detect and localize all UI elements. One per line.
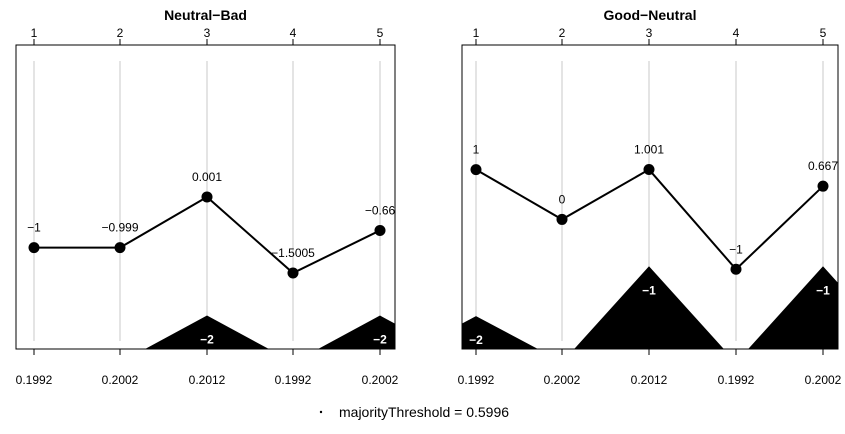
top-tick-label: 2 (117, 26, 124, 40)
panel-good-neutral: Good−Neutral −2 −1 −1 1 0 1.001 −1 0.667 1 2 3 4 5 0.1… (0, 7, 845, 387)
value-label: 0 (559, 192, 566, 206)
mountain-label: −2 (373, 333, 387, 347)
data-point (818, 181, 829, 192)
top-tick-label: 5 (377, 26, 384, 40)
top-tick-label: 5 (820, 26, 827, 40)
data-point (288, 268, 299, 279)
data-point (115, 242, 126, 253)
data-point (202, 191, 213, 202)
bottom-tick-label: 0.2002 (102, 373, 139, 387)
bottom-tick-label: 0.1992 (718, 373, 755, 387)
data-point (644, 164, 655, 175)
value-label: −0.66 (365, 203, 396, 217)
value-label: 1 (473, 143, 480, 157)
value-label: 0.001 (192, 170, 222, 184)
bottom-tick-label: 0.2002 (544, 373, 581, 387)
mountain-label: −2 (200, 333, 214, 347)
mountain-label: −1 (642, 283, 656, 297)
top-tick-label: 4 (733, 26, 740, 40)
top-tick-label: 2 (559, 26, 566, 40)
data-point (375, 225, 386, 236)
value-label: −1 (27, 221, 41, 235)
chart-title: Good−Neutral (604, 7, 697, 23)
top-tick-label: 1 (473, 26, 480, 40)
edge-mask (839, 45, 845, 350)
value-label: −1 (729, 242, 743, 256)
data-point (731, 264, 742, 275)
bottom-tick-label: 0.2012 (189, 373, 226, 387)
data-point (471, 164, 482, 175)
top-tick-label: 3 (646, 26, 653, 40)
data-point (557, 214, 568, 225)
threshold-label: majorityThreshold = 0.5996 (339, 404, 509, 420)
mountain-label: −2 (469, 333, 483, 347)
bottom-tick-label: 0.2002 (805, 373, 842, 387)
bottom-tick-label: 0.1992 (458, 373, 495, 387)
value-label: −0.999 (101, 221, 138, 235)
edge-mask (396, 45, 462, 350)
top-tick-label: 3 (204, 26, 211, 40)
top-tick-label: 1 (31, 26, 38, 40)
footer-legend: majorityThreshold = 0.5996 (320, 404, 509, 420)
chart-title: Neutral−Bad (164, 7, 247, 23)
mountain-1 (574, 266, 724, 349)
bottom-tick-label: 0.2012 (631, 373, 668, 387)
top-tick-label: 4 (290, 26, 297, 40)
bottom-tick-label: 0.2002 (362, 373, 399, 387)
data-point (29, 242, 40, 253)
value-label: −1.5005 (271, 246, 315, 260)
edge-mask (0, 45, 16, 350)
mountain-2 (748, 266, 845, 349)
value-label: 1.001 (634, 143, 664, 157)
value-label: 0.667 (808, 159, 838, 173)
mountain-label: −1 (816, 283, 830, 297)
bottom-tick-label: 0.1992 (16, 373, 53, 387)
bottom-tick-label: 0.1992 (275, 373, 312, 387)
threshold-marker (320, 411, 322, 413)
